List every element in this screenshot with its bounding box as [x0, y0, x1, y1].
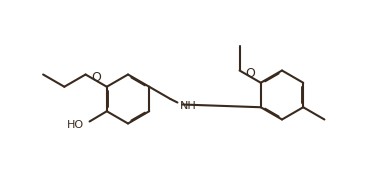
Text: O: O — [245, 67, 255, 80]
Text: HO: HO — [67, 119, 84, 129]
Text: O: O — [91, 71, 101, 84]
Text: NH: NH — [180, 101, 196, 111]
